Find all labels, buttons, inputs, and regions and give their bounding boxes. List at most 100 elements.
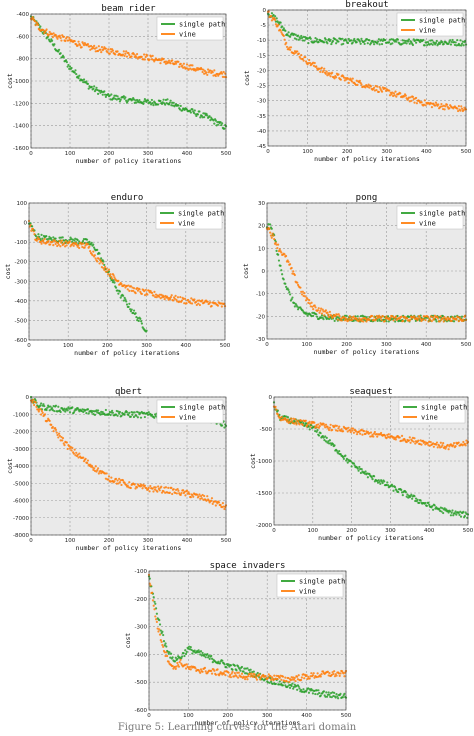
breakout-y-tick-label: -35 [257, 114, 266, 120]
breakout-data-point [270, 12, 274, 15]
seaquest-data-point [289, 417, 293, 420]
enduro-data-point [123, 284, 126, 287]
space-invaders-data-point [162, 645, 165, 648]
enduro-data-point [129, 285, 133, 288]
beam-rider-data-point [56, 37, 59, 40]
beam-rider-data-point [80, 46, 83, 49]
qbert-data-point [151, 487, 154, 490]
qbert-data-point [133, 411, 136, 414]
enduro-data-point [169, 297, 172, 301]
qbert-data-point [34, 401, 37, 404]
seaquest-data-point [308, 420, 311, 423]
pong-y-tick-label: -20 [256, 314, 265, 320]
enduro-data-point [198, 303, 202, 307]
enduro-data-point [130, 289, 133, 292]
pong-data-point [278, 248, 281, 251]
pong-data-point [296, 308, 300, 311]
qbert-data-point [147, 411, 150, 414]
breakout-data-point [377, 90, 380, 94]
pong-data-point [274, 241, 277, 244]
space-invaders-data-point [322, 670, 325, 673]
breakout-data-point [313, 40, 316, 43]
qbert-y-tick-label: 0 [26, 395, 30, 401]
beam-rider-data-point [219, 121, 222, 124]
breakout-data-point [285, 45, 289, 49]
seaquest-data-point [390, 483, 394, 486]
beam-rider-data-point [66, 65, 69, 68]
pong-data-point [450, 319, 453, 322]
seaquest-data-point [457, 511, 460, 514]
pong-data-point [322, 317, 325, 321]
seaquest-data-point [404, 491, 408, 494]
seaquest-series-vine [272, 405, 470, 451]
seaquest-data-point [376, 435, 379, 438]
space-invaders-data-point [300, 676, 303, 679]
seaquest-data-point [379, 431, 383, 435]
space-invaders-data-point [179, 658, 182, 662]
qbert-data-point [217, 501, 221, 504]
qbert-data-point [148, 490, 151, 493]
seaquest-data-point [447, 511, 450, 514]
seaquest-data-point [316, 429, 319, 432]
pong-data-point [426, 315, 429, 318]
qbert-data-point [113, 480, 116, 483]
qbert-data-point [184, 494, 187, 497]
space-invaders-data-point [225, 666, 228, 669]
pong-data-point [269, 231, 272, 234]
pong-data-point [304, 295, 307, 298]
breakout-data-point [355, 41, 358, 44]
enduro-y-tick-label: -600 [15, 338, 28, 344]
space-invaders-data-point [307, 691, 311, 694]
qbert-data-point [86, 459, 90, 462]
beam-rider-data-point [206, 114, 209, 117]
qbert-data-point [58, 434, 61, 437]
enduro-data-point [128, 302, 131, 305]
enduro-data-point [72, 244, 75, 247]
pong-data-point [288, 290, 291, 294]
seaquest-data-point [303, 424, 307, 427]
breakout-data-point [359, 42, 362, 45]
beam-rider-data-point [150, 98, 153, 102]
breakout-data-point [350, 80, 354, 83]
breakout-data-point [459, 109, 462, 112]
qbert-frame [30, 396, 227, 536]
enduro-data-point [210, 304, 213, 308]
qbert-data-point [107, 475, 111, 478]
qbert-data-point [206, 495, 209, 498]
space-invaders-data-point [288, 684, 291, 687]
beam-rider-data-point [114, 53, 117, 56]
breakout-data-point [308, 58, 311, 62]
pong-data-point [418, 315, 421, 318]
enduro-data-point [139, 290, 142, 293]
seaquest-data-point [440, 510, 443, 513]
pong-x-axis-label: number of policy iterations [314, 348, 420, 356]
beam-rider-data-point [132, 53, 136, 56]
beam-rider-data-point [86, 82, 90, 85]
beam-rider-data-point [182, 62, 185, 65]
breakout-data-point [423, 44, 426, 47]
space-invaders-data-point [203, 666, 207, 670]
beam-rider-y-tick-label: -600 [17, 34, 30, 40]
pong-data-point [382, 315, 385, 318]
breakout-data-point [272, 13, 275, 17]
space-invaders-data-point [237, 671, 240, 674]
qbert-data-point [128, 481, 131, 484]
seaquest-data-point [400, 488, 403, 492]
space-invaders-data-point [184, 652, 188, 655]
enduro-data-point [76, 238, 79, 242]
breakout-data-point [301, 39, 304, 42]
pong-x-tick-label: 200 [341, 342, 352, 348]
enduro-data-point [41, 237, 44, 240]
breakout-x-tick-label: 300 [382, 149, 393, 155]
space-invaders-data-point [270, 680, 273, 683]
pong-data-point [462, 319, 465, 322]
beam-rider-data-point [112, 96, 115, 99]
breakout-data-point [393, 94, 396, 97]
enduro-x-tick-label: 300 [141, 343, 152, 349]
beam-rider-data-point [74, 69, 77, 72]
pong-data-point [356, 315, 359, 318]
qbert-data-point [109, 413, 112, 417]
beam-rider-data-point [62, 56, 65, 59]
seaquest-data-point [309, 425, 312, 428]
beam-rider-data-point [99, 48, 102, 51]
